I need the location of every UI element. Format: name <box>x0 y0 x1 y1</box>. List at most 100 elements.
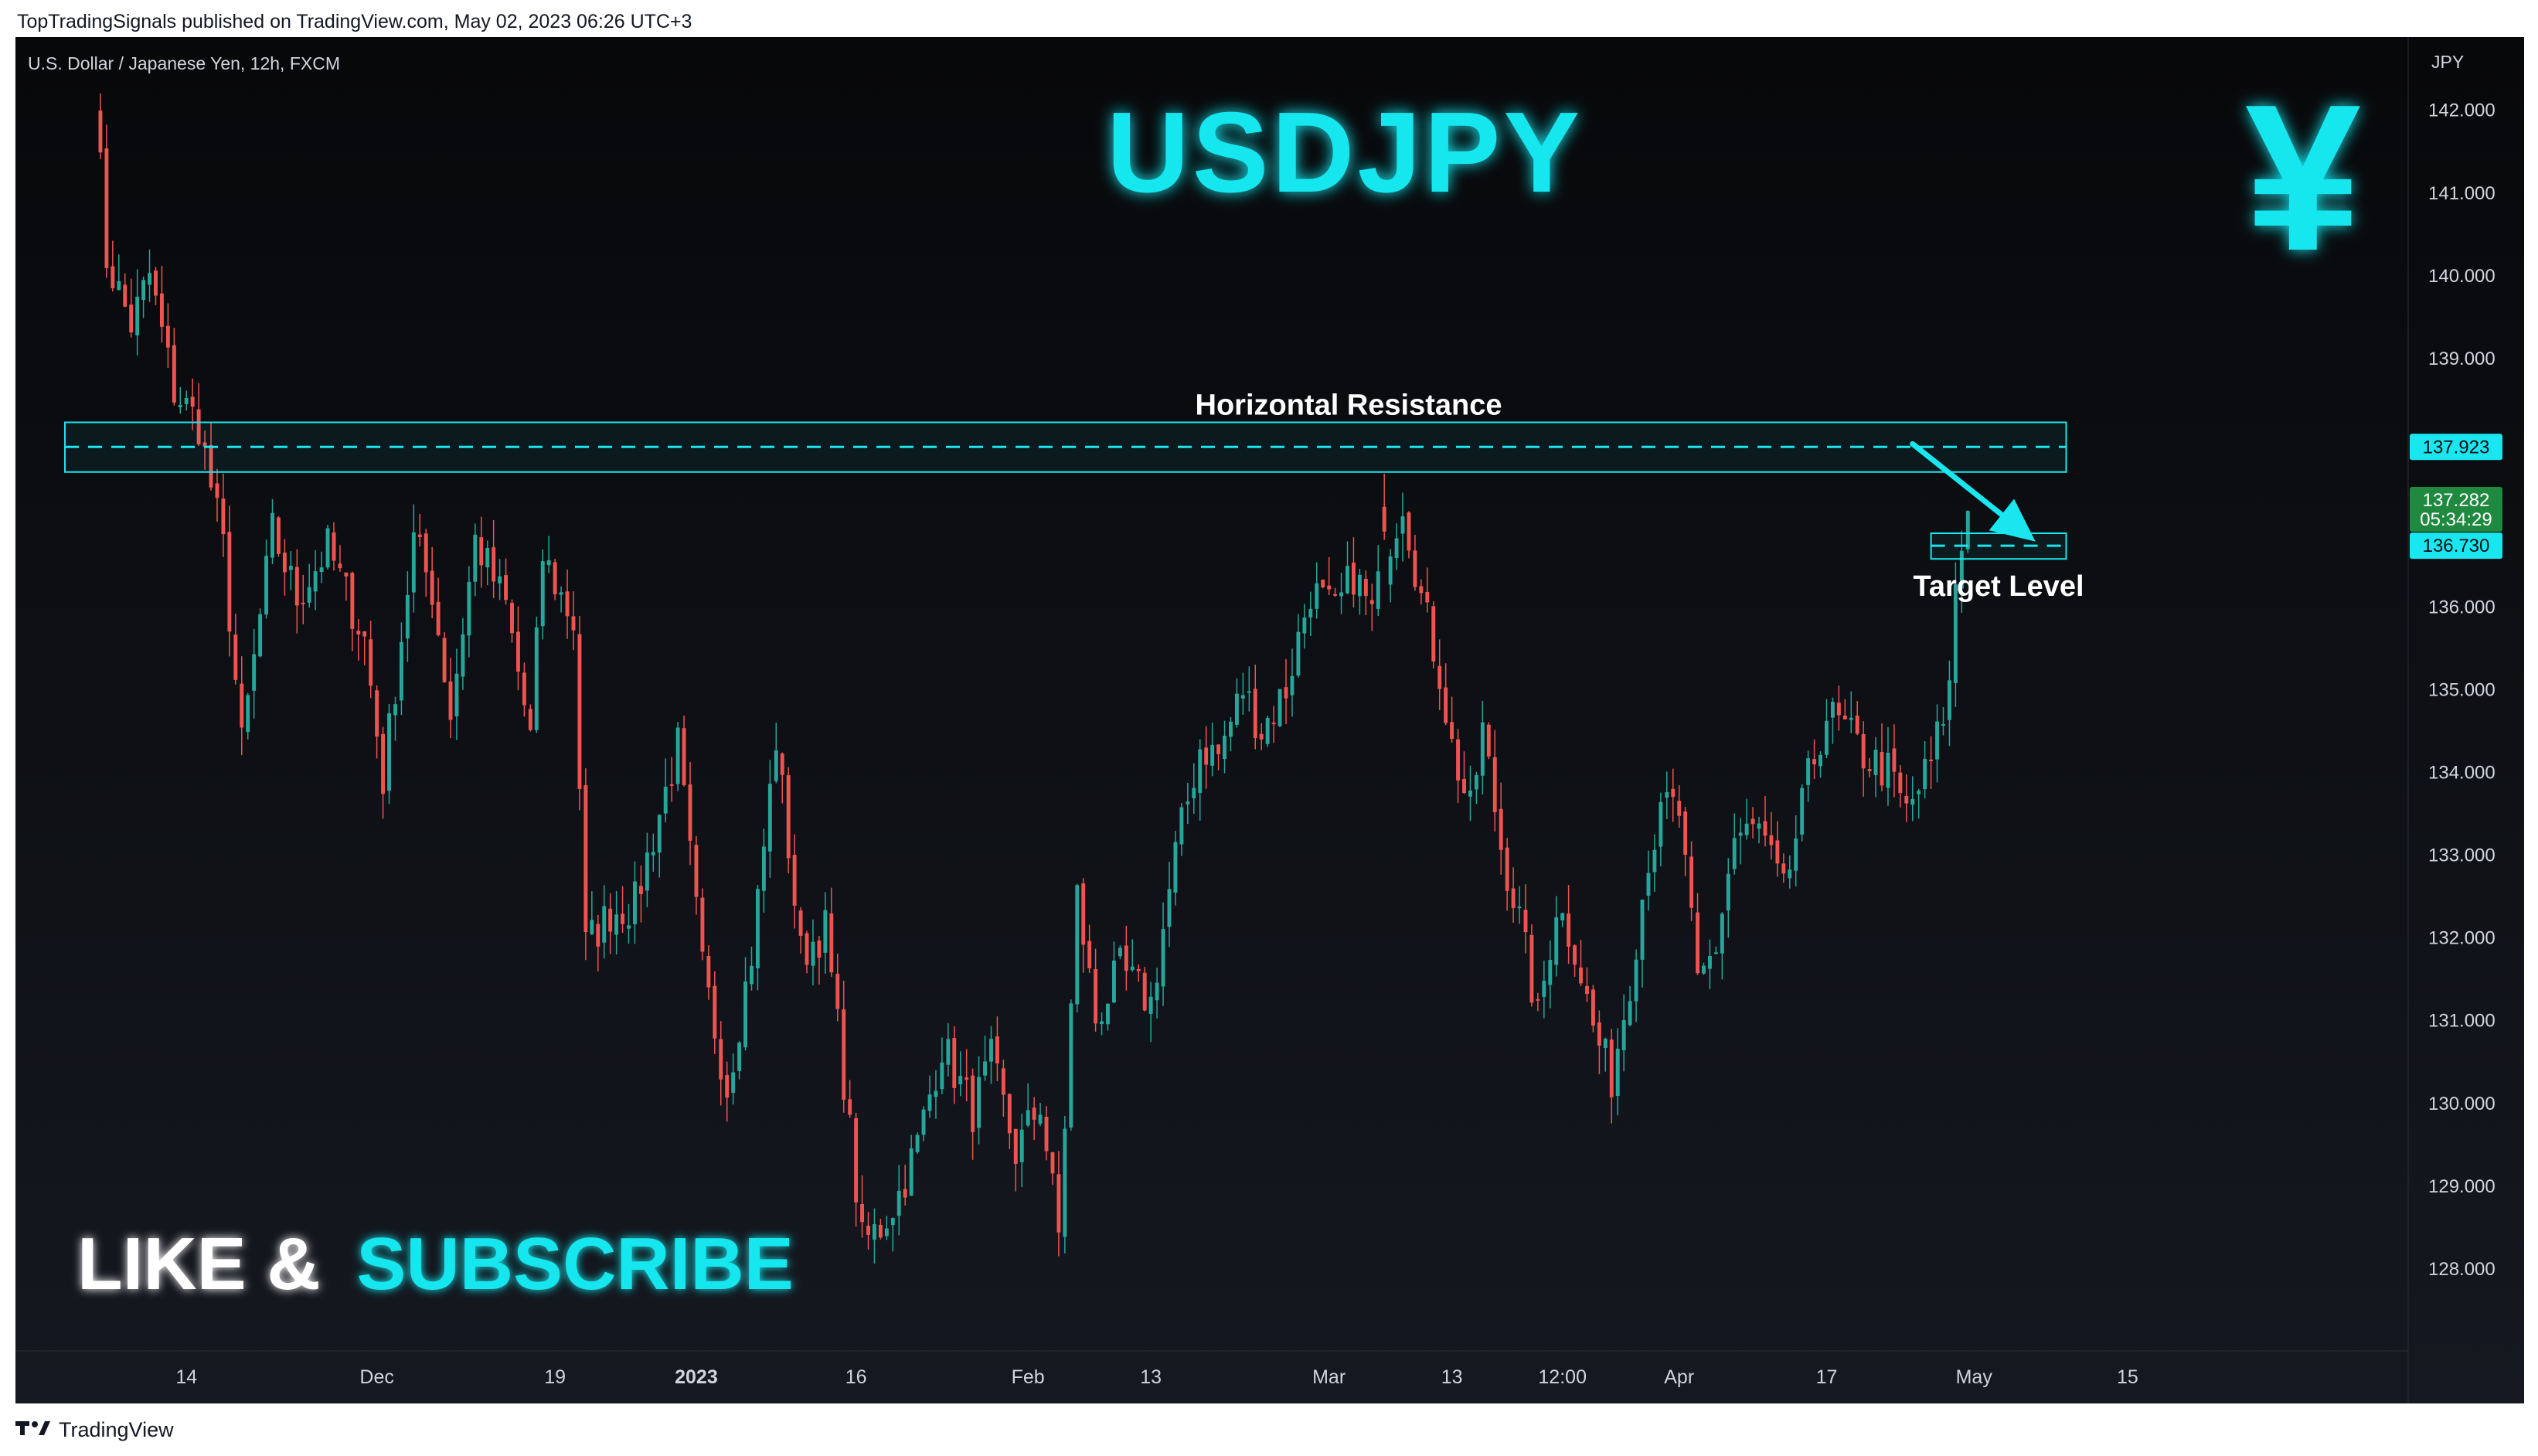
time-tick: Apr <box>1664 1366 1694 1388</box>
candle-body <box>1271 723 1276 725</box>
candle-body <box>1671 788 1676 798</box>
resistance-label: Horizontal Resistance <box>1196 390 1502 422</box>
candle <box>1075 883 1080 1012</box>
candle-body <box>294 566 299 606</box>
candle-body <box>1935 721 1940 760</box>
symbol-label[interactable]: U.S. Dollar / Japanese Yen, 12h, FXCM <box>28 53 340 73</box>
candle-body <box>1573 945 1577 965</box>
candle-body <box>461 634 465 677</box>
candle <box>1136 964 1141 982</box>
candle <box>657 814 662 878</box>
candle-body <box>1825 720 1829 755</box>
candle-body <box>307 587 311 603</box>
candle <box>1683 807 1688 876</box>
candle-body <box>1026 1110 1030 1126</box>
candle-body <box>1959 550 1964 589</box>
time-axis[interactable]: 14 Dec 19 2023 16 Feb 13 Mar 13 12:00 Apr 17 May 15 <box>175 1366 2138 1388</box>
candle <box>319 551 324 583</box>
candle-body <box>154 270 158 296</box>
candle <box>1536 992 1540 1012</box>
candle-body <box>1210 744 1215 766</box>
candle-body <box>608 908 613 932</box>
candle <box>104 124 109 278</box>
price-chart[interactable]: Horizontal Resistance Target Level U.S. D… <box>15 37 2524 1403</box>
candle <box>1100 1012 1104 1036</box>
candle <box>719 1021 723 1106</box>
candle-body <box>1400 516 1405 534</box>
candle-body <box>1830 702 1835 718</box>
candle-body <box>1111 960 1116 1003</box>
candle-body <box>1492 757 1497 812</box>
resistance-price-badge <box>2410 434 2502 461</box>
last-price-badge <box>2410 486 2502 532</box>
candle-body <box>965 1077 969 1080</box>
candle <box>1026 1083 1030 1128</box>
candle <box>1794 815 1798 886</box>
candle-body <box>989 1039 993 1062</box>
candle-body <box>479 537 484 566</box>
candle <box>1240 672 1245 715</box>
candle <box>1763 796 1767 847</box>
candle <box>313 549 318 611</box>
candle <box>98 93 103 159</box>
candle-body <box>571 616 576 631</box>
candle-body <box>215 483 219 498</box>
candle <box>1094 948 1098 1032</box>
candle <box>817 936 822 985</box>
candle <box>1290 648 1295 717</box>
candle <box>1867 757 1872 777</box>
candle-body <box>375 690 379 737</box>
candle <box>393 696 397 741</box>
candle-body <box>1800 788 1805 835</box>
candle <box>1302 604 1307 649</box>
candle-body <box>614 914 619 935</box>
candle <box>750 946 754 991</box>
candle <box>583 768 588 961</box>
chart-panel[interactable]: Horizontal Resistance Target Level U.S. D… <box>15 37 2524 1403</box>
candle-body <box>356 631 361 634</box>
candle <box>700 888 705 961</box>
candle <box>123 273 128 308</box>
last-price-badge-text: 137.282 <box>2423 490 2490 511</box>
candle <box>1713 946 1718 954</box>
candle-body <box>1253 689 1257 738</box>
candle-body <box>669 784 674 786</box>
candle-body <box>202 442 207 447</box>
candle-body <box>1019 1129 1024 1162</box>
candle <box>387 704 391 805</box>
tradingview-logo-icon[interactable] <box>15 1418 51 1442</box>
candle-body <box>854 1118 859 1203</box>
candle-body <box>1013 1128 1018 1164</box>
candles-layer <box>98 93 1970 1264</box>
candle <box>1523 884 1528 954</box>
candle-body <box>362 631 367 637</box>
candle <box>1836 685 1841 731</box>
candle-body <box>1087 941 1092 968</box>
candle-body <box>1898 772 1903 794</box>
candle <box>270 498 274 565</box>
price-axis[interactable]: JPY 142.000 141.000 140.000 139.000 136.000 1… <box>2428 52 2495 1280</box>
candle <box>688 761 692 866</box>
candle <box>1671 768 1676 822</box>
candle-body <box>1781 863 1786 874</box>
candle-body <box>313 571 318 592</box>
candle-body <box>823 910 828 953</box>
candle <box>1468 765 1472 822</box>
candle <box>1492 730 1497 832</box>
candle <box>995 1016 999 1081</box>
price-tick: 140.000 <box>2428 266 2495 287</box>
candle <box>737 1041 742 1080</box>
candle-body <box>381 733 386 794</box>
footer-brand[interactable]: TradingView <box>59 1417 174 1441</box>
candle <box>1124 925 1128 991</box>
candle-body <box>1259 733 1264 740</box>
candle-body <box>1732 838 1737 869</box>
candle <box>215 468 219 522</box>
candle <box>1444 663 1448 726</box>
candle <box>240 656 244 756</box>
candle <box>1910 776 1915 822</box>
candle <box>148 249 152 302</box>
candle-body <box>860 1203 865 1223</box>
candle <box>1720 912 1724 980</box>
candle <box>1861 721 1866 797</box>
